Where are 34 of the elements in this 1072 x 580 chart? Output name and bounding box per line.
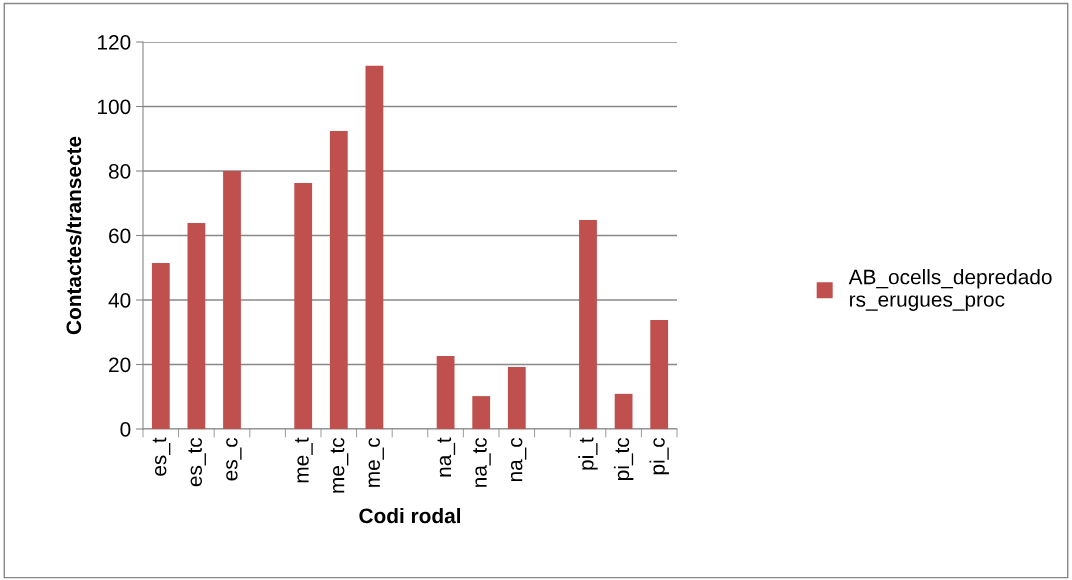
- y-tick-label: 80: [108, 164, 131, 179]
- legend-label: AB_ocells_depredadors_erugues_proc: [848, 269, 1052, 311]
- bar: [223, 171, 241, 429]
- x-axis-title: Codi rodal: [359, 507, 461, 524]
- x-tick-label: pi_tc: [613, 437, 634, 480]
- x-tick-label: na_tc: [473, 437, 491, 487]
- y-axis-title: Contactes/transecte: [65, 136, 82, 335]
- y-tick-label: 100: [98, 99, 131, 115]
- x-tick-label: me_c: [368, 437, 384, 487]
- bar: [579, 220, 597, 429]
- x-tick-label: na_c: [510, 437, 527, 482]
- y-tick-label: 20: [109, 357, 131, 373]
- y-tick-label: 40: [108, 293, 131, 308]
- x-tick-label: es_c: [226, 437, 242, 481]
- bar: [294, 182, 313, 429]
- x-tick-label: es_t: [152, 437, 171, 476]
- x-tick-label: pi_t: [578, 437, 598, 470]
- bar: [436, 356, 455, 429]
- bar: [329, 131, 348, 429]
- y-tick-label: 0: [120, 422, 131, 437]
- bar: [187, 222, 206, 429]
- x-tick-label: pi_c: [649, 437, 669, 475]
- y-tick-label: 60: [109, 228, 131, 244]
- bar: [507, 367, 526, 429]
- x-tick-label: me_t: [295, 437, 313, 483]
- bar: [614, 393, 633, 429]
- bar: [472, 396, 491, 429]
- bar: [365, 65, 384, 429]
- x-tick-label: na_t: [437, 437, 456, 477]
- x-tick-label: es_tc: [188, 437, 206, 487]
- x-tick-label: me_tc: [330, 437, 349, 493]
- bar: [650, 319, 669, 429]
- y-tick-label: 120: [98, 35, 131, 50]
- bar: [151, 262, 170, 429]
